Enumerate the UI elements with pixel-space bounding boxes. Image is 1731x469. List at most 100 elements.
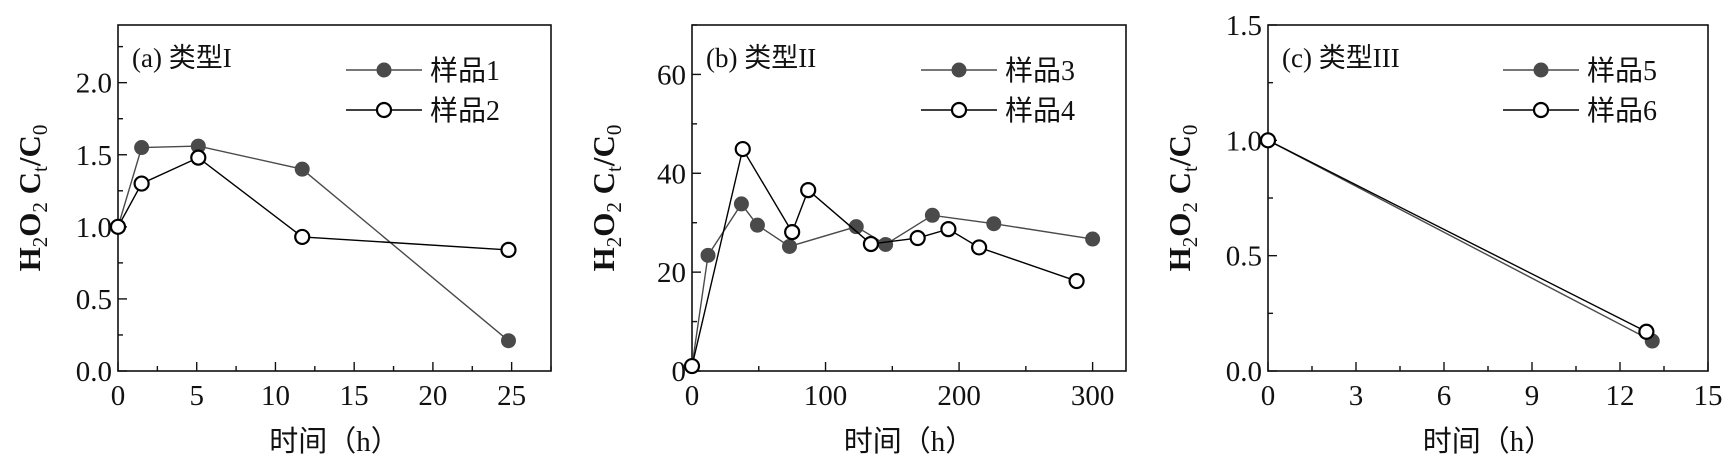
x-axis-label: 时间（h） <box>1423 425 1554 458</box>
series-line-1 <box>117 156 509 251</box>
legend-marker <box>1532 101 1550 119</box>
y-label-part: O <box>586 213 621 237</box>
plot-frame <box>691 24 1127 372</box>
x-tick-label: 200 <box>937 380 981 412</box>
data-point-filled <box>134 140 150 156</box>
y-label-part: H <box>1162 247 1197 271</box>
data-point-open <box>133 175 150 192</box>
data-point-filled <box>749 217 765 233</box>
y-tick-label: 0.5 <box>76 284 112 316</box>
y-tick-label: 60 <box>657 59 686 91</box>
y-label-subscript: 2 <box>28 202 52 213</box>
y-label-subscript: t <box>28 166 52 172</box>
y-label-subscript: 2 <box>602 202 626 213</box>
x-tick-label: 6 <box>1437 380 1452 412</box>
data-point-open <box>800 181 817 199</box>
x-tick-label: 300 <box>1071 380 1115 412</box>
legend-marker <box>951 62 967 78</box>
data-point-open <box>940 221 957 238</box>
x-tick-label: 9 <box>1525 380 1540 412</box>
series-line-0 <box>691 202 1093 367</box>
data-point-filled <box>986 216 1002 232</box>
chart-panel-0: 0 5 10 15 20 250.00.51.01.52.0时间（h）H2O2 Ct/C0… <box>12 24 552 458</box>
x-tick-label: 15 <box>1694 380 1723 412</box>
legend-label: 样品4 <box>1005 95 1075 127</box>
data-point-open <box>190 149 207 166</box>
data-point-open <box>909 229 926 247</box>
x-tick-label: 20 <box>418 380 447 412</box>
panel-label: (c) 类型III <box>1282 43 1400 73</box>
legend-label: 样品2 <box>430 95 500 127</box>
data-point-open <box>784 224 801 241</box>
data-point-open <box>500 241 517 258</box>
data-point-open <box>862 235 880 253</box>
y-axis-label: H2O2 Ct/C0 <box>1162 125 1202 272</box>
y-label-part: H <box>12 247 47 271</box>
y-label-subscript: 2 <box>28 237 52 248</box>
legend-marker <box>375 101 393 119</box>
data-point-open <box>109 218 127 235</box>
legend-label: 样品6 <box>1587 95 1657 127</box>
data-point-open <box>1638 323 1655 340</box>
y-label-subscript: 0 <box>602 125 626 136</box>
legend-marker <box>950 101 968 119</box>
y-tick-label: 40 <box>657 158 686 190</box>
y-tick-label: 0.0 <box>76 356 112 388</box>
panel-label: (b) 类型II <box>706 43 816 73</box>
x-tick-label: 25 <box>497 380 526 412</box>
x-axis-label: 时间（h） <box>844 425 975 458</box>
y-tick-label: 0.0 <box>1226 356 1262 388</box>
series-line-0 <box>117 145 509 342</box>
data-point-filled <box>733 196 749 212</box>
x-tick-label: 15 <box>340 380 369 412</box>
y-label-subscript: 0 <box>1178 125 1202 136</box>
y-tick-label: 0.5 <box>1226 241 1262 273</box>
x-axis-label: 时间（h） <box>269 425 400 458</box>
data-point-filled <box>848 219 864 235</box>
x-tick-label: 0 <box>685 380 700 412</box>
data-point-filled <box>1085 231 1101 247</box>
data-point-open <box>1068 272 1085 290</box>
data-point-filled <box>878 236 894 252</box>
y-label-part: H <box>586 247 621 271</box>
data-point-open <box>971 239 988 256</box>
series-line-1 <box>691 147 1077 367</box>
y-tick-label: 1.5 <box>1226 10 1262 42</box>
legend-label: 样品1 <box>430 55 500 87</box>
chart-panel-2: 0 3 6 9 12 150.00.51.01.5时间（h）H2O2 Ct/C0(c) 类… <box>1162 10 1723 458</box>
x-tick-label: 100 <box>804 380 848 412</box>
y-label-subscript: 2 <box>602 237 626 248</box>
y-label-part: C <box>12 172 47 202</box>
data-point-open <box>294 228 311 246</box>
y-label-subscript: t <box>1178 166 1202 172</box>
y-label-part: C <box>1162 172 1197 202</box>
data-point-filled <box>924 207 940 223</box>
y-label-part: /C <box>12 135 47 167</box>
y-label-subscript: 2 <box>1178 237 1202 248</box>
legend-label: 样品5 <box>1587 55 1657 87</box>
data-point-open <box>683 357 701 375</box>
y-label-part: O <box>12 213 47 237</box>
series-line-1 <box>1267 139 1647 333</box>
x-tick-label: 12 <box>1606 380 1635 412</box>
series-line-0 <box>1267 139 1653 342</box>
y-label-part: /C <box>586 135 621 167</box>
y-tick-label: 1.5 <box>76 140 112 172</box>
y-label-subscript: 2 <box>1178 202 1202 213</box>
y-tick-label: 1.0 <box>76 212 112 244</box>
data-point-filled <box>500 333 516 349</box>
data-point-open <box>734 140 751 158</box>
y-tick-label: 1.0 <box>1226 125 1262 157</box>
y-tick-label: 0 <box>672 356 687 388</box>
legend-label: 样品3 <box>1005 55 1075 87</box>
y-axis-label: H2O2 Ct/C0 <box>12 125 52 272</box>
data-point-filled <box>700 247 716 263</box>
x-tick-label: 5 <box>189 380 204 412</box>
data-point-filled <box>294 161 310 177</box>
y-label-part: O <box>1162 213 1197 237</box>
y-label-part: C <box>586 172 621 202</box>
plot-frame <box>117 24 552 372</box>
y-axis-label: H2O2 Ct/C0 <box>586 125 626 272</box>
